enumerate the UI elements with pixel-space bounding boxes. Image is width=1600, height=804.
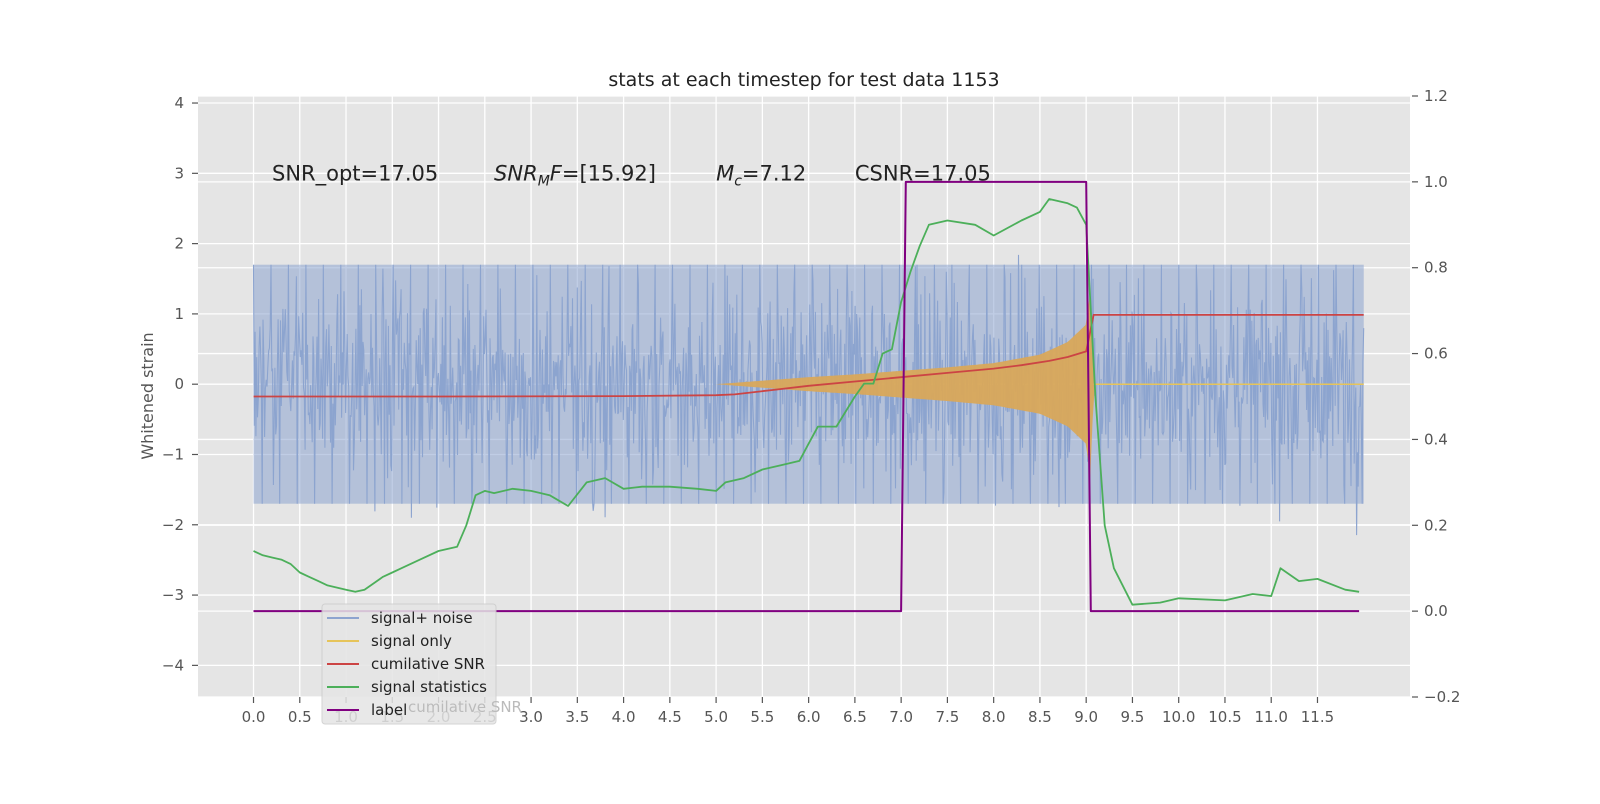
x-tick-label: 4.5: [658, 708, 682, 726]
x-tick-label: 10.0: [1162, 708, 1195, 726]
x-tick-label: 9.5: [1121, 708, 1145, 726]
annotation-part: =[15.92]: [562, 161, 656, 185]
signal-statistics-line: [253, 198, 1360, 606]
right-axis: 1.2 1.0 0.8 0.6 0.4 0.2 0.0 −0.2: [1412, 87, 1460, 706]
annotation-part: M: [538, 173, 550, 189]
x-tick-label: 6.0: [797, 708, 821, 726]
x-tick-label: 9.0: [1074, 708, 1098, 726]
y-tick-label: 1: [174, 305, 184, 323]
y-tick-label: 4: [174, 94, 184, 112]
annotation-text: SNRMF=[15.92]: [494, 161, 656, 189]
legend-label: label: [371, 701, 407, 719]
legend-label: signal+ noise: [371, 609, 473, 627]
x-tick-label: 6.5: [843, 708, 867, 726]
x-tick-label: 11.5: [1301, 708, 1334, 726]
legend-label: signal statistics: [371, 678, 487, 696]
y-tick-label: 0: [174, 375, 184, 393]
chart-title: stats at each timestep for test data 115…: [608, 69, 999, 91]
x-tick-label: 5.0: [704, 708, 728, 726]
legend-ghost-text: cumilative SNR: [408, 698, 522, 716]
y-tick-label: −3: [162, 586, 184, 604]
annotation-text: SNR_opt=17.05: [272, 161, 438, 186]
y-tick-label: −4: [162, 656, 184, 674]
legend: cumilative SNR signal+ noise signal only cu…: [321, 603, 522, 725]
x-tick-label: 0.0: [242, 708, 266, 726]
annotation-part: F: [550, 161, 563, 185]
legend-label: cumilative SNR: [371, 655, 485, 673]
x-tick-label: 4.0: [612, 708, 636, 726]
legend-frame: [321, 603, 497, 725]
y-tick-label: 2: [174, 235, 184, 253]
x-tick-label: 10.5: [1208, 708, 1241, 726]
y-axis-label: Whitened strain: [138, 332, 157, 459]
x-tick-label: 3.5: [565, 708, 589, 726]
x-tick-label: 8.5: [1028, 708, 1052, 726]
x-tick-label: 7.5: [935, 708, 959, 726]
y2-tick-label: 0.4: [1424, 430, 1448, 448]
y-tick-label: 3: [174, 164, 184, 182]
annotation-part: SNR: [494, 161, 538, 185]
y2-tick-label: 1.2: [1424, 87, 1448, 105]
legend-label: signal only: [371, 632, 452, 650]
x-tick-label: 11.0: [1255, 708, 1288, 726]
x-tick-label: 5.5: [750, 708, 774, 726]
y2-tick-label: 0.6: [1424, 345, 1448, 363]
x-tick-label: 8.0: [982, 708, 1006, 726]
y-tick-label: −1: [162, 445, 184, 463]
annotation-part: SNR_opt=17.05: [272, 161, 438, 186]
annotation-part: c: [734, 173, 742, 189]
annotation-text: Mc=7.12: [716, 161, 806, 189]
y2-tick-label: 1.0: [1424, 173, 1448, 191]
x-tick-label: 3.0: [519, 708, 543, 726]
x-tick-label: 7.0: [889, 708, 913, 726]
annotation-part: CSNR=17.05: [855, 161, 991, 185]
y2-tick-label: 0.0: [1424, 602, 1448, 620]
annotation-part: =7.12: [742, 161, 806, 185]
plot-area: [252, 180, 1365, 613]
annotation-part: M: [716, 161, 734, 185]
x-tick-label: 0.5: [288, 708, 312, 726]
annotations: SNR_opt=17.05 SNRMF=[15.92] Mc=7.12 CSNR=17…: [272, 161, 991, 189]
y-tick-label: −2: [162, 516, 184, 534]
left-axis: 4 3 2 1 0 −1 −2 −3 −4: [162, 94, 198, 674]
cumulative-snr-line: [253, 314, 1364, 398]
signal-only-fill: [253, 290, 1364, 478]
y2-tick-label: 0.8: [1424, 259, 1448, 277]
label-line: [253, 180, 1360, 613]
annotation-text: CSNR=17.05: [855, 161, 991, 185]
y2-tick-label: −0.2: [1424, 688, 1460, 706]
y2-tick-label: 0.2: [1424, 516, 1448, 534]
